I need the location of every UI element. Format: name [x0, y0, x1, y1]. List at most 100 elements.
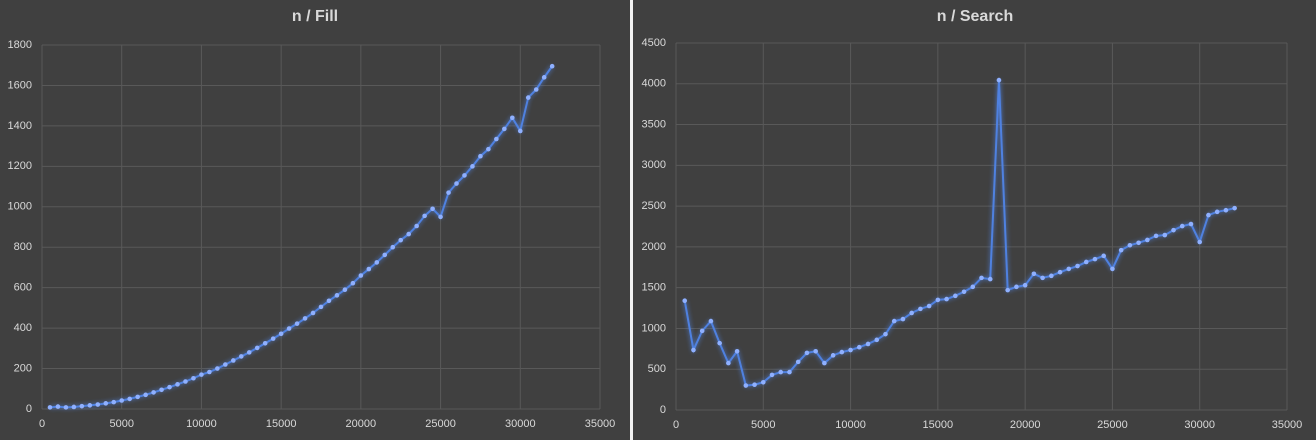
marker [1153, 233, 1159, 239]
y-tick-label: 3000 [642, 159, 666, 171]
marker [366, 266, 372, 272]
x-tick-label: 30000 [1184, 419, 1215, 431]
y-tick-label: 0 [660, 404, 666, 416]
marker [961, 289, 967, 295]
marker [446, 190, 451, 195]
marker [1197, 239, 1203, 245]
marker [422, 213, 427, 219]
y-tick-label: 3500 [642, 118, 666, 130]
marker [769, 372, 775, 378]
marker [979, 275, 984, 281]
marker [47, 405, 53, 410]
series-line [683, 80, 1235, 387]
marker [935, 297, 941, 303]
marker [1092, 256, 1098, 262]
marker [549, 63, 555, 69]
marker [682, 298, 688, 304]
x-tick-label: 0 [673, 419, 679, 431]
y-tick-label: 600 [14, 282, 32, 294]
marker [454, 181, 459, 186]
marker [143, 392, 148, 398]
x-tick-label: 5000 [109, 418, 133, 430]
marker [406, 231, 411, 237]
marker [953, 293, 958, 299]
marker [708, 318, 714, 324]
y-tick-label: 4000 [642, 78, 666, 90]
y-tick-label: 2500 [642, 200, 666, 212]
y-tick-label: 500 [648, 363, 666, 375]
y-tick-label: 4500 [642, 37, 666, 49]
x-tick-label: 5000 [751, 419, 775, 431]
y-tick-label: 400 [14, 322, 32, 334]
marker [270, 336, 276, 341]
marker [804, 350, 810, 356]
x-tick-label: 15000 [923, 419, 954, 431]
marker [478, 153, 483, 159]
marker [734, 348, 740, 354]
marker [95, 402, 101, 407]
x-tick-label: 20000 [1010, 419, 1041, 431]
chart-title: n / Search [937, 8, 1013, 25]
marker [199, 372, 204, 377]
x-tick-label: 0 [39, 418, 45, 430]
marker [231, 358, 236, 363]
marker [494, 136, 499, 142]
marker [191, 375, 196, 381]
x-tick-label: 25000 [425, 418, 456, 430]
marker [207, 369, 212, 375]
y-tick-label: 1200 [8, 160, 32, 172]
y-tick-label: 1600 [8, 79, 32, 91]
marker [1127, 242, 1133, 248]
marker [223, 362, 228, 367]
marker [830, 353, 836, 358]
y-tick-label: 1800 [8, 39, 32, 51]
marker [787, 369, 792, 375]
marker [1162, 232, 1168, 238]
marker [1145, 237, 1150, 243]
marker [398, 237, 404, 243]
marker [760, 379, 766, 385]
marker [987, 276, 993, 282]
marker [996, 77, 1002, 83]
y-tick-label: 800 [14, 241, 32, 253]
marker [1057, 269, 1063, 275]
marker [970, 284, 976, 290]
marker [238, 354, 244, 359]
marker [318, 304, 324, 310]
y-tick-label: 200 [14, 362, 32, 374]
marker [350, 280, 356, 286]
marker [462, 173, 467, 178]
marker [1214, 209, 1220, 215]
x-tick-label: 30000 [505, 418, 536, 430]
marker [1101, 253, 1106, 259]
marker [1110, 266, 1115, 272]
marker [63, 405, 69, 410]
marker [135, 394, 140, 400]
marker [310, 310, 316, 316]
y-tick-label: 0 [26, 403, 32, 415]
marker [119, 398, 125, 403]
marker [151, 390, 156, 395]
marker [1206, 212, 1211, 218]
x-tick-label: 10000 [835, 419, 866, 431]
marker [699, 328, 705, 334]
marker [517, 128, 523, 134]
marker [326, 298, 332, 304]
marker [839, 349, 845, 355]
marker [127, 396, 132, 402]
marker [1031, 271, 1037, 277]
marker [302, 316, 308, 321]
marker [87, 403, 93, 408]
marker [848, 347, 853, 353]
marker [1066, 266, 1072, 272]
marker [215, 366, 220, 371]
y-tick-label: 1000 [642, 322, 666, 334]
marker [382, 252, 388, 258]
x-tick-label: 25000 [1097, 419, 1128, 431]
marker [159, 387, 164, 393]
marker [470, 164, 475, 169]
marker [865, 341, 871, 347]
marker [390, 244, 396, 250]
marker [1040, 275, 1045, 281]
marker [430, 206, 435, 212]
